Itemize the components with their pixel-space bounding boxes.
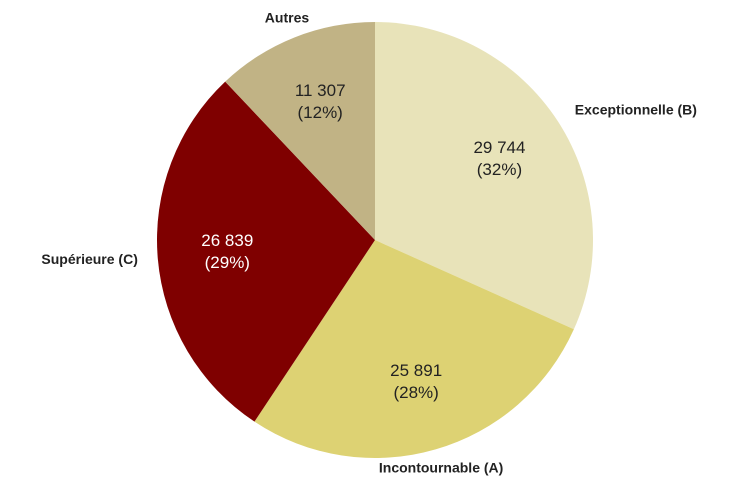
value-label: 26 839 [201, 231, 253, 250]
category-label: Incontournable (A) [379, 459, 503, 475]
pie-slice [156, 81, 375, 422]
category-label: Exceptionnelle (B) [575, 101, 697, 117]
pie-slice [225, 22, 375, 240]
percent-label: (28%) [393, 383, 438, 402]
value-label: 25 891 [390, 361, 442, 380]
pie-slice [254, 240, 574, 459]
pie-slice [375, 22, 593, 330]
value-label: 29 744 [473, 138, 525, 157]
percent-label: (29%) [205, 253, 250, 272]
category-label: Autres [265, 10, 310, 26]
percent-label: (32%) [477, 160, 522, 179]
category-label: Supérieure (C) [41, 251, 137, 267]
percent-label: (12%) [298, 103, 343, 122]
value-label: 11 307 [295, 81, 346, 100]
